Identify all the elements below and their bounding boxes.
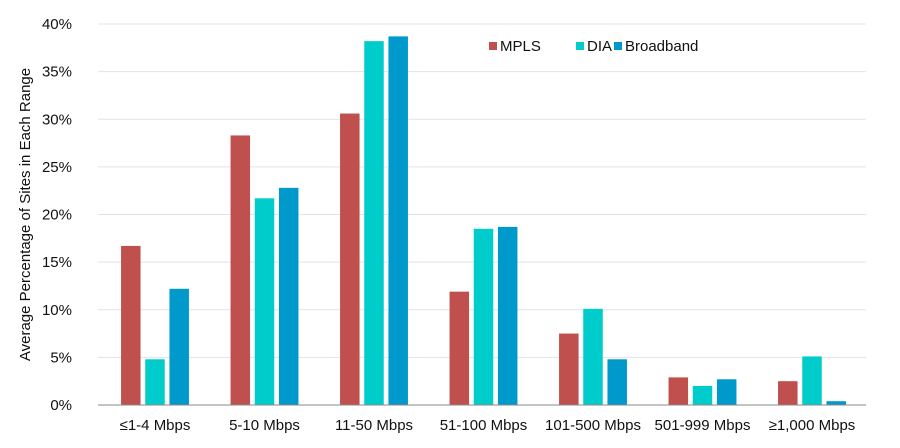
y-tick-labels: 0% 5% 10% 15% 20% 25% 30% 35% 40%: [42, 16, 72, 414]
bar-dia-2: [364, 41, 384, 406]
legend-label-broadband: Broadband: [625, 38, 698, 55]
y-tick-label: 0%: [50, 397, 72, 414]
x-tick-label: ≤1-4 Mbps: [120, 417, 191, 434]
bar-dia-5: [692, 385, 713, 405]
bar-dia-4: [583, 308, 603, 405]
y-tick-label: 15%: [42, 254, 72, 271]
legend: MPLS DIA Broadband: [489, 38, 698, 55]
legend-swatch-dia: [576, 42, 584, 50]
bar-broadband-3: [497, 226, 518, 405]
bar-mpls-4: [559, 333, 579, 405]
y-tick-label: 20%: [42, 207, 72, 224]
y-tick-label: 35%: [42, 64, 72, 81]
legend-label-mpls: MPLS: [500, 38, 541, 55]
y-tick-label: 40%: [42, 16, 72, 33]
bar-broadband-4: [607, 359, 627, 405]
y-tick-label: 25%: [42, 159, 72, 176]
bar-broadband-1: [278, 187, 299, 405]
y-tick-label: 10%: [42, 302, 72, 319]
bar-broadband-2: [388, 36, 408, 405]
x-tick-label: ≥1,000 Mbps: [769, 417, 856, 434]
bar-mpls-2: [340, 113, 360, 405]
bar-broadband-5: [716, 379, 737, 405]
bar-broadband-0: [169, 288, 189, 405]
x-tick-label: 501-999 Mbps: [655, 417, 751, 434]
legend-swatch-broadband: [614, 42, 622, 50]
y-tick-label: 30%: [42, 111, 72, 128]
bar-dia-1: [254, 198, 275, 405]
bar-mpls-3: [449, 291, 470, 405]
legend-swatch-mpls: [489, 42, 497, 50]
x-tick-label: 11-50 Mbps: [335, 417, 413, 434]
x-tick-labels: ≤1-4 Mbps 5-10 Mbps 11-50 Mbps 51-100 Mbps 1…: [120, 417, 856, 434]
bar-mpls-6: [778, 381, 798, 405]
bar-broadband-6: [826, 401, 846, 405]
bar-dia-0: [145, 359, 165, 405]
legend-label-dia: DIA: [587, 38, 612, 55]
bar-mpls-5: [668, 377, 689, 405]
bar-mpls-1: [230, 135, 251, 405]
x-tick-label: 51-100 Mbps: [440, 417, 528, 434]
bar-dia-3: [473, 228, 494, 405]
x-tick-label: 101-500 Mbps: [545, 417, 641, 434]
y-axis-title: Average Percentage of Sites in Each Rang…: [17, 68, 34, 361]
bars: [121, 36, 846, 406]
x-tick-label: 5-10 Mbps: [229, 417, 300, 434]
bar-dia-6: [802, 356, 822, 405]
bar-mpls-0: [121, 245, 141, 405]
y-tick-label: 5%: [50, 349, 72, 366]
